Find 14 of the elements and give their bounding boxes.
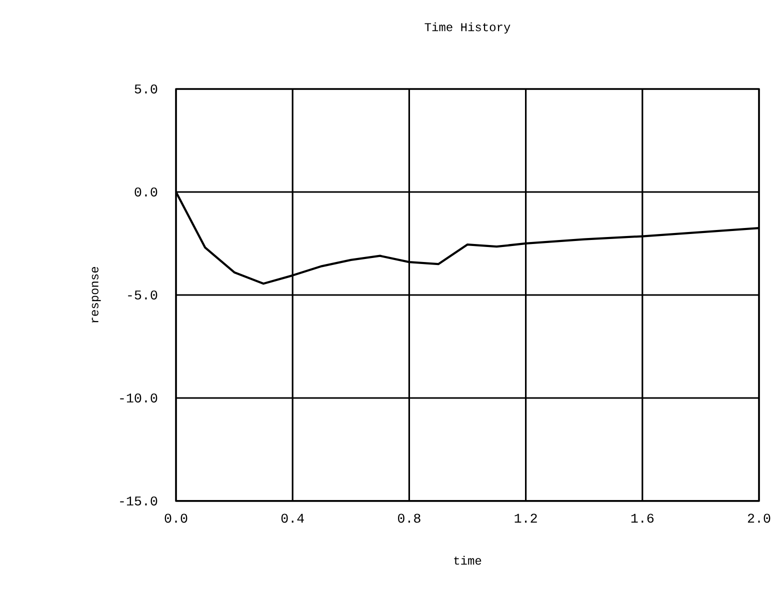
y-tick-label: 5.0 <box>134 84 158 94</box>
y-tick-label: -10.0 <box>120 394 158 403</box>
x-axis-title: time <box>454 556 482 565</box>
y-axis-title: response <box>92 267 101 323</box>
y-tick-label: -5.0 <box>128 290 158 300</box>
x-tick-label: 0.4 <box>281 514 304 523</box>
x-tick-label: 1.6 <box>631 514 654 523</box>
x-tick-label: 0.8 <box>398 514 420 523</box>
x-tick-label: 1.2 <box>514 514 537 523</box>
y-tick-label: -15.0 <box>120 496 158 506</box>
x-tick-label: 2.0 <box>748 514 770 523</box>
x-tick-label: 0.0 <box>164 514 188 523</box>
chart-title: Time History <box>424 22 510 34</box>
y-tick-label: 0.0 <box>134 188 158 197</box>
